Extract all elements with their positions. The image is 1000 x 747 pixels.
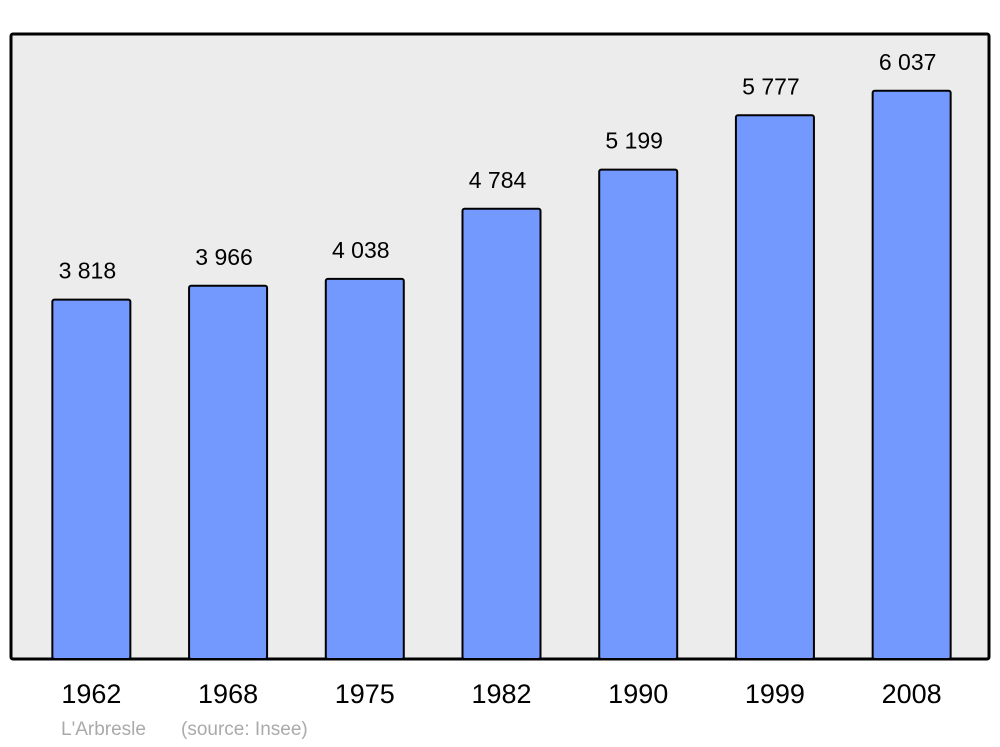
x-tick-label: 1999	[745, 679, 805, 709]
footer-place: L'Arbresle	[61, 719, 146, 740]
bar	[598, 168, 679, 660]
value-label: 5 777	[742, 73, 800, 99]
bar	[734, 114, 815, 660]
x-tick-label: 2008	[882, 679, 942, 709]
bar	[871, 89, 952, 660]
x-tick-label: 1975	[335, 679, 395, 709]
x-tick-label: 1968	[198, 679, 258, 709]
value-label: 3 818	[59, 258, 117, 284]
bar	[461, 207, 542, 660]
value-label: 4 784	[469, 167, 527, 193]
x-tick-label: 1962	[61, 679, 121, 709]
value-label: 4 038	[332, 237, 390, 263]
footer-source: (source: Insee)	[181, 719, 308, 740]
bar	[188, 284, 269, 660]
value-label: 3 966	[195, 244, 253, 270]
value-label: 5 199	[605, 128, 663, 154]
value-label: 6 037	[879, 49, 937, 75]
bar	[324, 277, 405, 660]
x-tick-label: 1990	[608, 679, 668, 709]
x-tick-label: 1982	[471, 679, 531, 709]
bar	[51, 298, 132, 660]
